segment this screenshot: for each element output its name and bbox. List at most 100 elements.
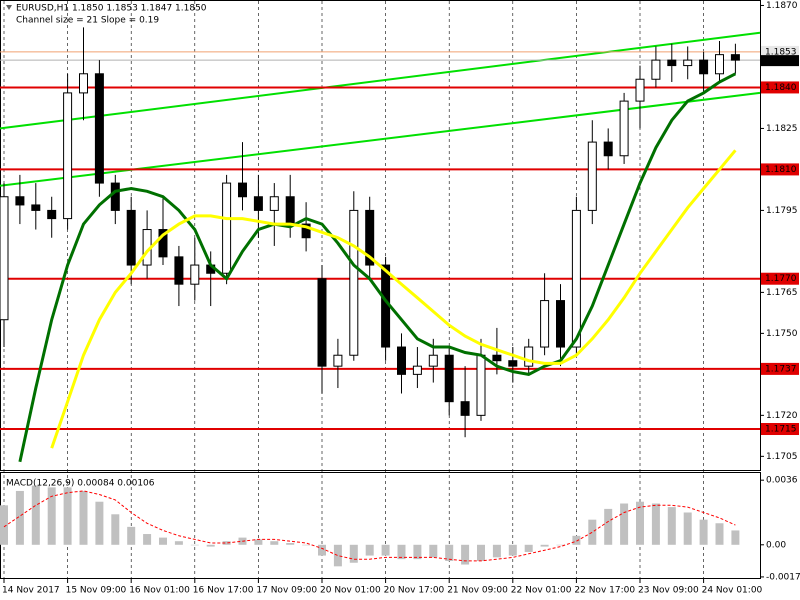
macd-bar	[461, 544, 470, 565]
level-box	[761, 272, 799, 285]
x-tick-label: 17 Nov 09:00	[256, 586, 317, 596]
y-tick-label: 1.1720	[766, 411, 798, 421]
y-tick-label: 1.1750	[766, 329, 798, 339]
candle-body	[190, 264, 200, 285]
ask-box	[761, 45, 799, 57]
y-tick-label: 1.1765	[766, 288, 798, 298]
candle-body	[174, 256, 184, 285]
chart-title: EURUSD,H1 1.1850 1.1853 1.1847 1.1850	[16, 4, 207, 14]
macd-signal	[3, 490, 736, 562]
macd-bar	[556, 544, 565, 546]
candle-body	[508, 360, 518, 367]
candle-body	[540, 300, 550, 348]
macd-bar	[365, 544, 374, 556]
level-label: 1.1840	[765, 83, 797, 93]
candle-body	[349, 209, 359, 356]
macd-bar	[381, 544, 390, 556]
macd-bar	[572, 535, 581, 545]
macd-bar	[159, 537, 167, 545]
macd-bar	[318, 544, 326, 556]
candle-body	[556, 300, 565, 348]
macd-bar	[667, 507, 676, 545]
macd-bar	[588, 519, 597, 545]
macd-bar	[604, 508, 613, 545]
macd-bar	[270, 541, 279, 545]
bid-box	[761, 55, 799, 67]
macd-bar	[524, 544, 533, 552]
macd-bar	[397, 544, 406, 560]
y-tick-label: 1.1870	[766, 1, 798, 11]
macd-bar	[127, 526, 136, 545]
moving-average	[18, 72, 737, 463]
candle-body	[63, 92, 73, 220]
macd-bar	[31, 485, 40, 545]
candle-body	[126, 209, 136, 266]
macd-bar	[95, 501, 104, 545]
candle-body	[460, 401, 470, 416]
candle-body	[94, 73, 104, 184]
candle-body	[301, 223, 311, 239]
level-label: 1.1715	[765, 425, 797, 435]
candle-body	[428, 354, 438, 367]
y-tick-label: 1.1705	[766, 452, 798, 462]
macd-bar	[492, 544, 501, 558]
candle-body	[619, 100, 629, 157]
moving-average	[50, 149, 737, 449]
macd-bar	[699, 519, 708, 545]
macd-bar	[0, 505, 8, 545]
bid-label: 1.1850	[765, 57, 797, 67]
macd-bar	[445, 544, 454, 561]
macd-bar	[349, 544, 358, 563]
macd-bar	[79, 490, 88, 545]
candle-body	[587, 141, 597, 211]
macd-bar	[222, 541, 231, 545]
symbol-icon	[6, 5, 12, 10]
candle-body	[269, 196, 279, 211]
y-tick-label: 0.0036	[766, 476, 798, 486]
level-box	[761, 163, 799, 176]
candle-body	[365, 209, 375, 266]
x-tick-label: 16 Nov 01:00	[129, 586, 190, 596]
candle-body	[699, 59, 709, 75]
candle-body	[317, 278, 327, 367]
macd-bar	[413, 544, 422, 560]
candle-body	[397, 346, 406, 375]
trendline	[0, 31, 761, 130]
macd-bar	[429, 544, 438, 558]
x-tick-label: 22 Nov 17:00	[574, 586, 635, 596]
x-tick-label: 23 Nov 09:00	[638, 586, 699, 596]
y-tick-label: 0.00	[766, 540, 786, 550]
candle-body	[222, 182, 232, 274]
x-tick-label: 24 Nov 01:00	[702, 586, 763, 596]
level-label: 1.1737	[765, 364, 797, 374]
macd-bar	[190, 544, 199, 546]
candle-body	[110, 182, 120, 211]
x-tick-label: 16 Nov 17:00	[193, 586, 254, 596]
macd-bar	[143, 534, 152, 545]
y-tick-label: 1.1795	[766, 206, 798, 216]
ask-label: 1.1853	[765, 47, 797, 57]
candle-body	[79, 73, 88, 94]
macd-bar	[47, 487, 56, 545]
level-box	[761, 423, 799, 436]
macd-bar	[254, 539, 263, 545]
candle-body	[285, 196, 295, 225]
macd-bar	[206, 544, 215, 547]
candle-body	[238, 182, 247, 198]
candle-body	[667, 59, 677, 67]
candle-body	[333, 354, 343, 367]
macd-bar	[174, 541, 183, 545]
y-tick-label: -0.00179	[766, 572, 800, 582]
x-tick-label: 14 Nov 2017	[2, 586, 60, 596]
macd-bar	[302, 544, 311, 546]
macd-bar	[333, 544, 342, 567]
candle-body	[492, 354, 502, 362]
candle-body	[524, 346, 534, 367]
macd-bar	[683, 512, 692, 545]
macd-bar	[636, 501, 644, 545]
candle-body	[158, 229, 168, 258]
x-tick-label: 15 Nov 09:00	[66, 586, 127, 596]
macd-bar	[620, 503, 629, 545]
